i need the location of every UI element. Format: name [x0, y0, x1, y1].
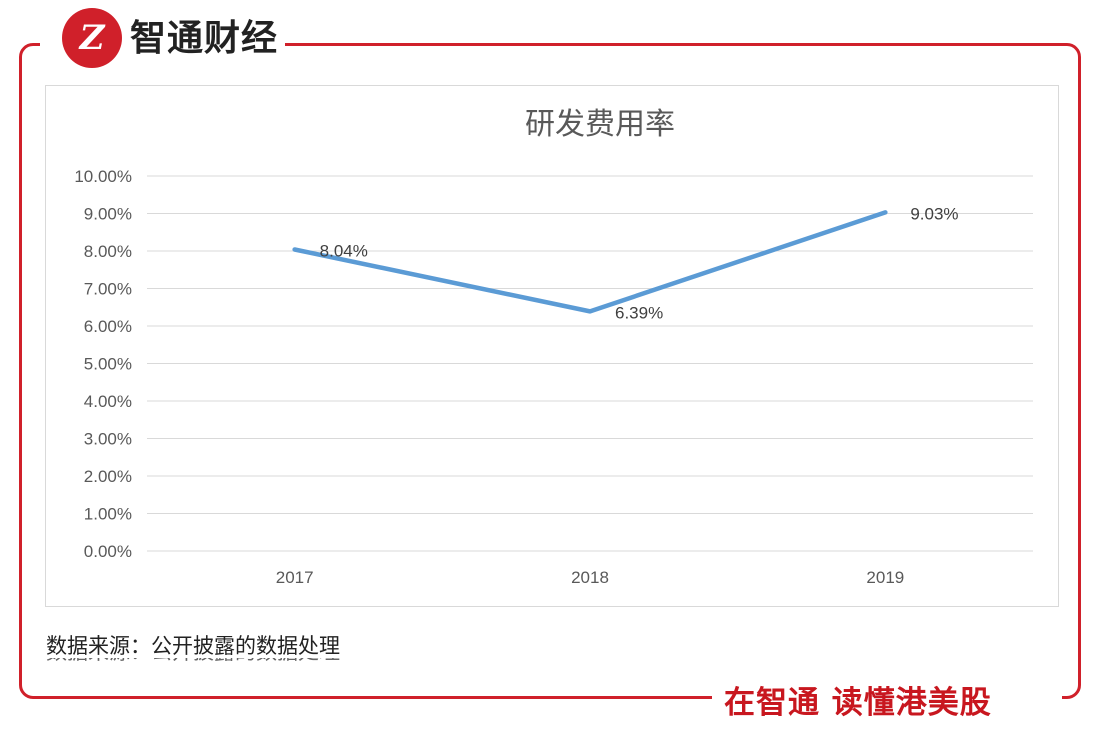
y-tick-label: 3.00% [84, 430, 132, 449]
y-tick-label: 6.00% [84, 317, 132, 336]
y-tick-label: 1.00% [84, 505, 132, 524]
brand-logo-letter: Z [79, 18, 105, 58]
x-tick-label: 2017 [276, 568, 314, 587]
data-point [883, 210, 888, 215]
brand-frame [19, 43, 1081, 699]
y-tick-label: 8.00% [84, 242, 132, 261]
source-note-clipped-line: 数据来源：公开披露的数据处理 [46, 658, 376, 664]
chart-title: 研发费用率 [525, 107, 675, 142]
source-note: 数据来源：公开披露的数据处理 [46, 634, 340, 658]
y-tick-label: 5.00% [84, 355, 132, 374]
x-tick-label: 2019 [866, 568, 904, 587]
data-label: 6.39% [615, 303, 663, 322]
brand-name: 智通财经 [130, 18, 279, 59]
brand-logo-icon: Z [62, 8, 122, 68]
y-tick-label: 10.00% [74, 167, 132, 186]
y-tick-label: 0.00% [84, 542, 132, 561]
data-point [588, 309, 592, 314]
y-tick-label: 9.00% [84, 205, 132, 224]
series-line [292, 210, 888, 314]
data-label: 9.03% [910, 204, 958, 223]
chart-panel: 研发费用率 0.00% 1.00% 2.00% 3.00% 4.00% 5.00% 6.00%… [45, 85, 1059, 607]
slogan-area [712, 672, 1062, 728]
y-tick-label: 7.00% [84, 280, 132, 299]
y-tick-label: 4.00% [84, 392, 132, 411]
x-tick-label: 2018 [571, 568, 609, 587]
data-label: 8.04% [320, 242, 368, 261]
brand-slogan: 在智通 读懂港美股 [724, 685, 992, 721]
y-tick-label: 2.00% [84, 467, 132, 486]
line-chart: 研发费用率 0.00% 1.00% 2.00% 3.00% 4.00% 5.00% 6.00%… [74, 107, 1033, 587]
data-point [292, 247, 297, 252]
